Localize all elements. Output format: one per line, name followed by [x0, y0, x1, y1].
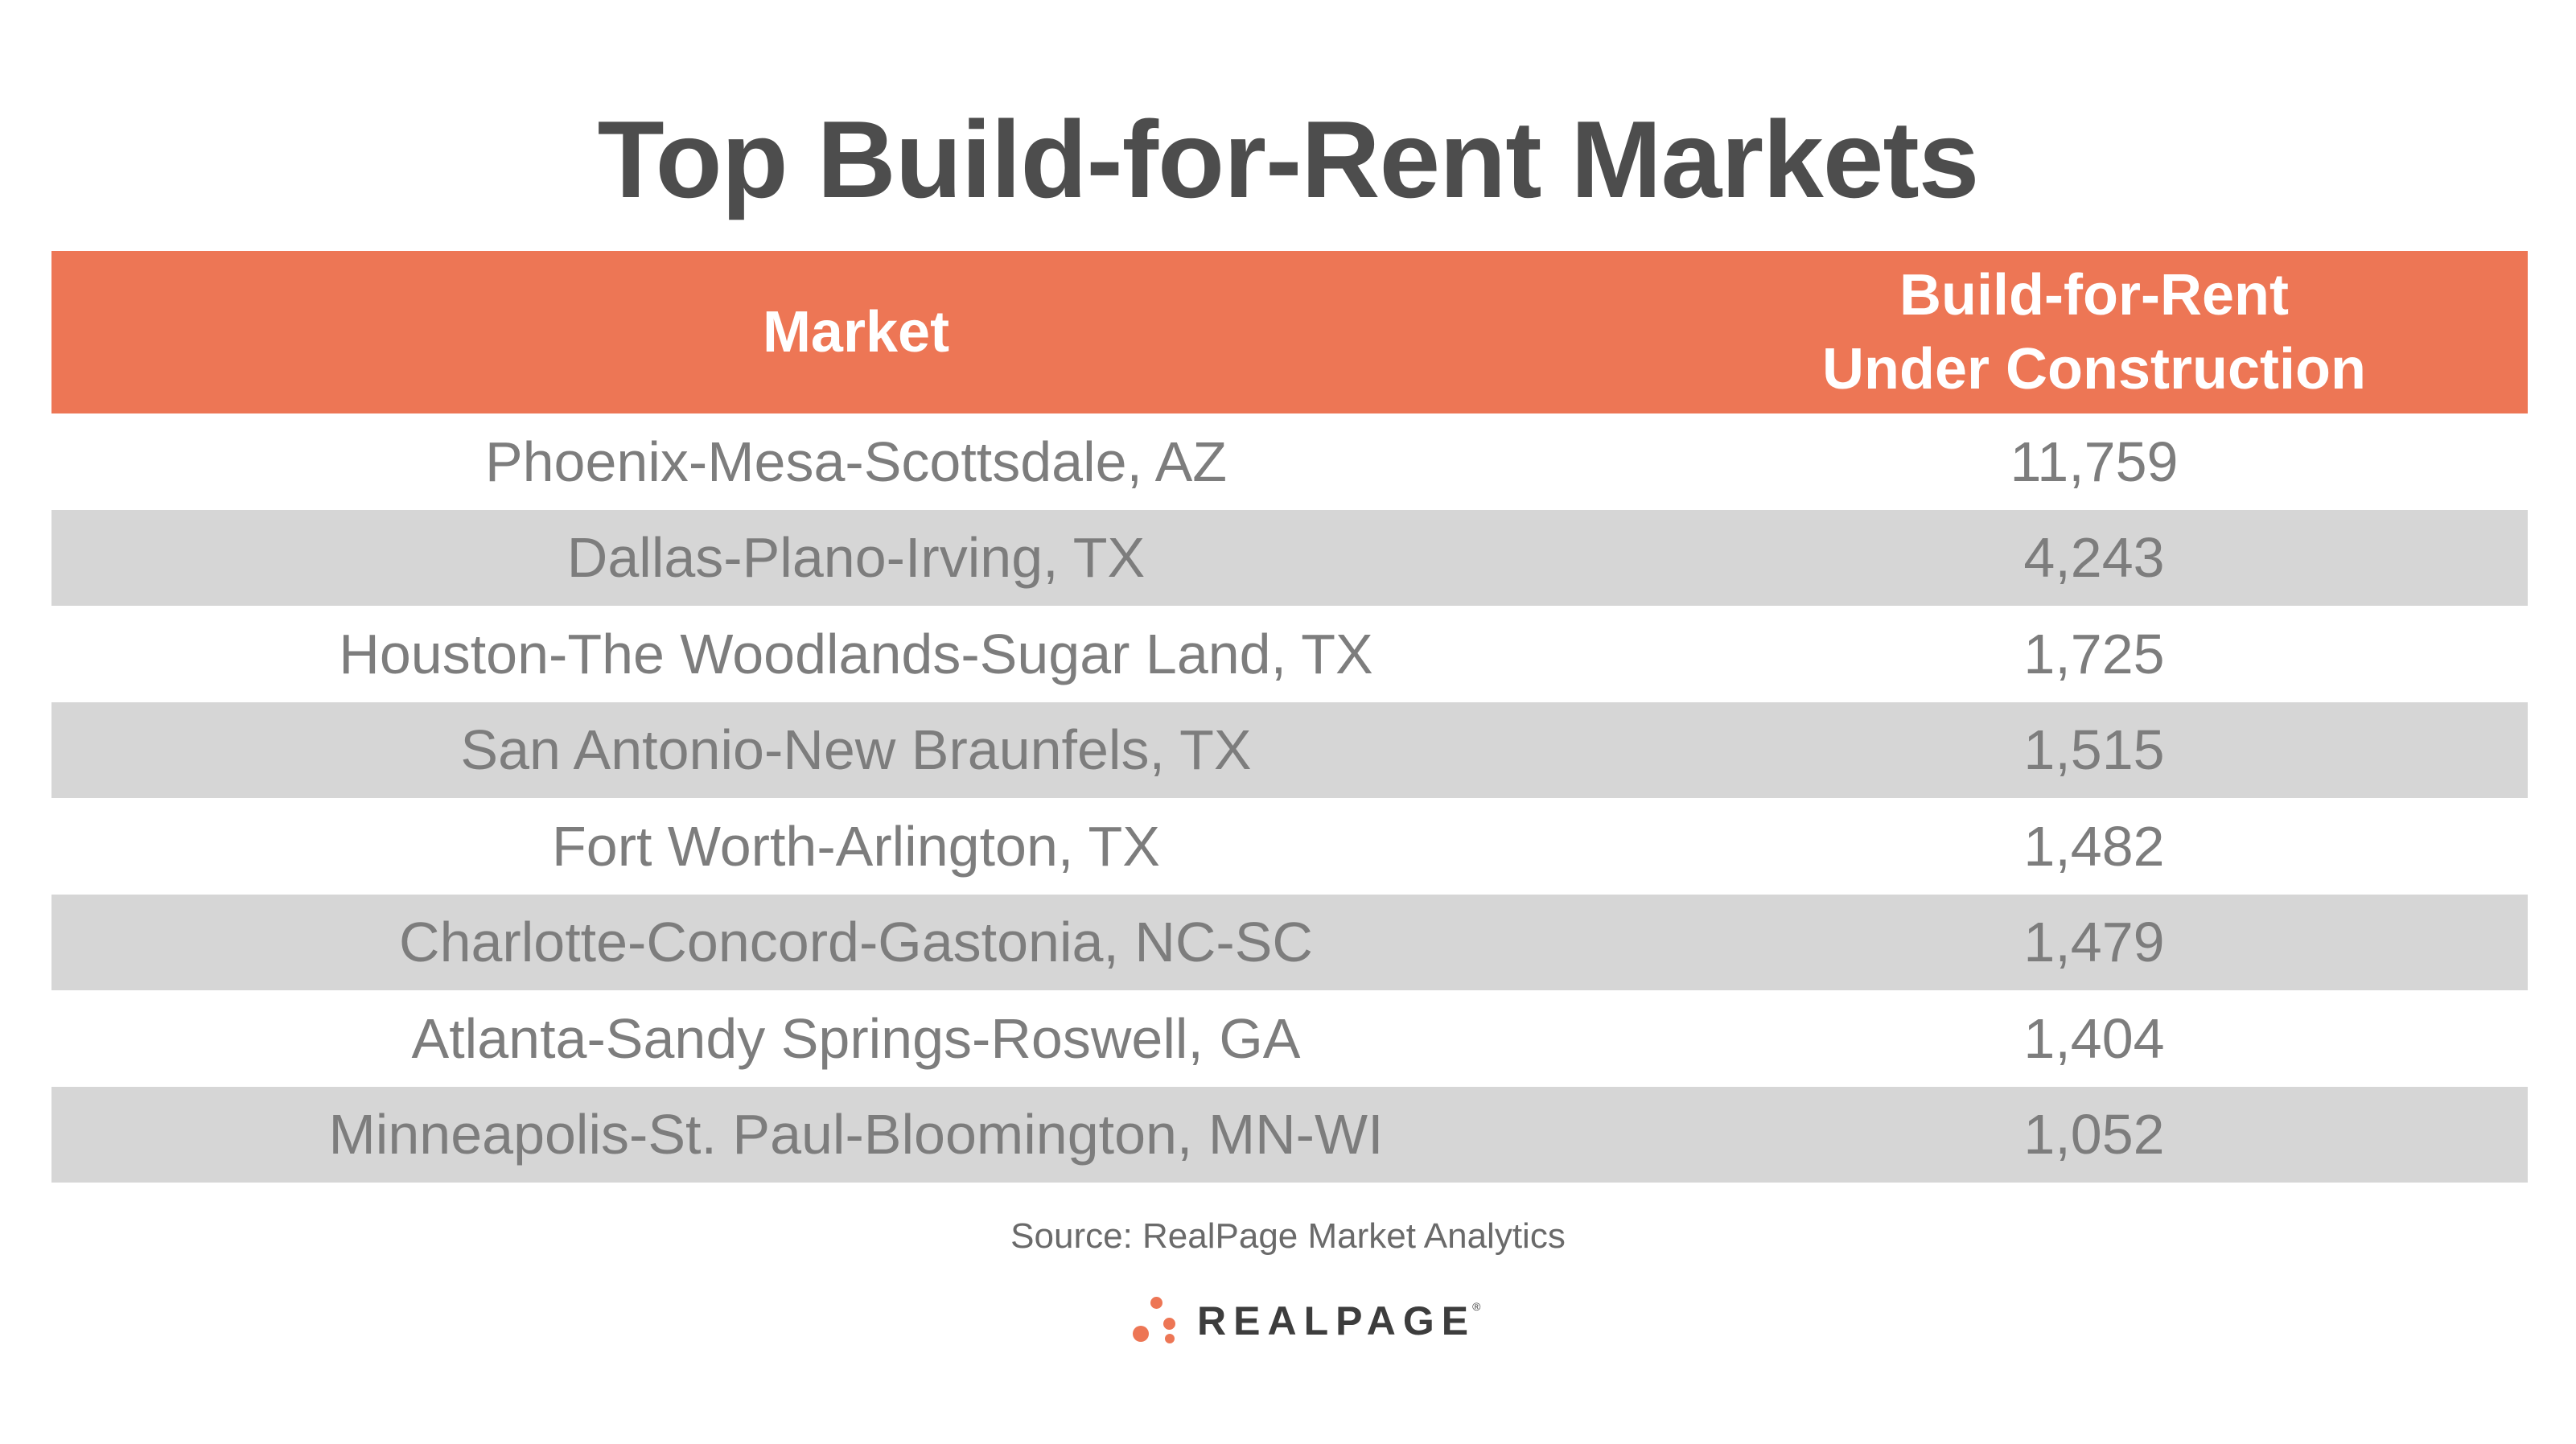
table-row: Fort Worth-Arlington, TX 1,482 — [51, 798, 2528, 895]
value-cell: 11,759 — [2010, 430, 2179, 493]
value-cell: 1,052 — [2023, 1103, 2165, 1166]
source-note: Source: RealPage Market Analytics — [1010, 1216, 1566, 1256]
value-cell: 4,243 — [2023, 526, 2165, 590]
markets-table: Market Build-for-Rent Under Construction… — [51, 251, 2528, 1183]
table-row: Houston-The Woodlands-Sugar Land, TX 1,72… — [51, 606, 2528, 702]
table-row: Minneapolis-St. Paul-Bloomington, MN-WI 1… — [51, 1086, 2528, 1183]
value-cell: 1,404 — [2023, 1006, 2165, 1070]
value-cell: 1,479 — [2023, 911, 2165, 974]
logo-trademark: ® — [1472, 1300, 1481, 1313]
dots-logo-icon — [1130, 1297, 1181, 1345]
header-value-line2: Under Construction — [1822, 337, 2366, 401]
market-cell: Houston-The Woodlands-Sugar Land, TX — [339, 622, 1373, 685]
logo-text: REALPAGE — [1197, 1298, 1476, 1343]
table-row: Dallas-Plano-Irving, TX 4,243 — [51, 509, 2528, 606]
market-cell: San Antonio-New Braunfels, TX — [460, 718, 1252, 782]
market-cell: Dallas-Plano-Irving, TX — [566, 526, 1146, 590]
market-cell: Fort Worth-Arlington, TX — [552, 814, 1160, 878]
table-row: Atlanta-Sandy Springs-Roswell, GA 1,404 — [51, 990, 2528, 1087]
value-cell: 1,482 — [2023, 814, 2165, 878]
header-market: Market — [762, 300, 950, 364]
market-cell: Atlanta-Sandy Springs-Roswell, GA — [411, 1006, 1301, 1070]
table-row: Phoenix-Mesa-Scottsdale, AZ 11,759 — [51, 413, 2528, 510]
market-cell: Minneapolis-St. Paul-Bloomington, MN-WI — [328, 1103, 1384, 1166]
market-cell: Phoenix-Mesa-Scottsdale, AZ — [484, 430, 1228, 493]
table-body: Phoenix-Mesa-Scottsdale, AZ 11,759 Dallas-… — [51, 413, 2528, 1183]
header-value-line1: Build-for-Rent — [1899, 263, 2289, 327]
table-row: Charlotte-Concord-Gastonia, NC-SC 1,479 — [51, 894, 2528, 990]
realpage-logo: REALPAGE ® — [1130, 1297, 1480, 1345]
page-title: Top Build-for-Rent Markets — [597, 98, 1980, 220]
table-row: San Antonio-New Braunfels, TX 1,515 — [51, 701, 2528, 798]
value-cell: 1,515 — [2023, 718, 2165, 782]
table-header: Market Build-for-Rent Under Construction — [51, 251, 2528, 413]
market-cell: Charlotte-Concord-Gastonia, NC-SC — [399, 911, 1313, 974]
header-value: Build-for-Rent Under Construction — [1660, 251, 2528, 413]
value-cell: 1,725 — [2023, 622, 2165, 685]
